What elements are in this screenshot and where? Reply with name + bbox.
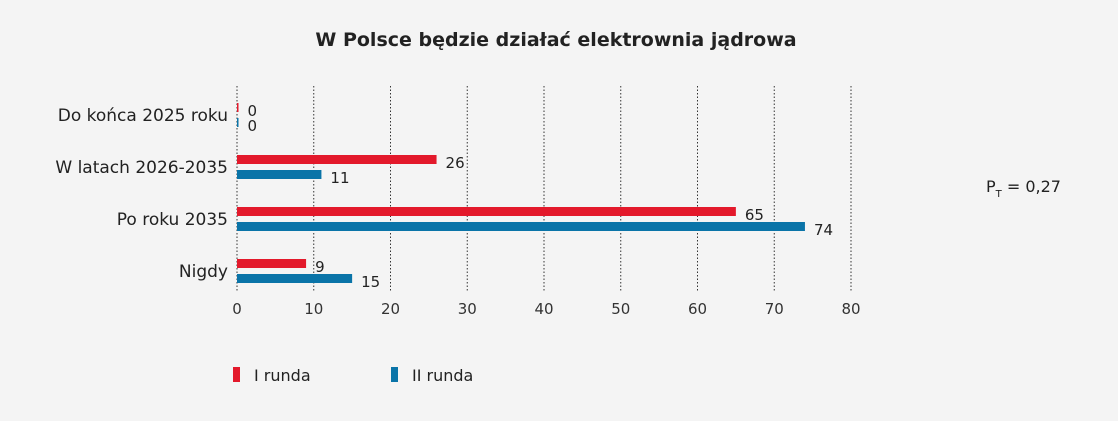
p-value-label: P	[986, 177, 996, 196]
bar-i-runda	[237, 207, 736, 216]
data-label: 65	[745, 206, 764, 224]
x-tick-label-10: 10	[304, 300, 323, 318]
legend-label-ii-runda: II runda	[412, 366, 473, 385]
category-labels: Do końca 2025 roku W latach 2026-2035 Po r…	[55, 106, 228, 282]
category-label: Do końca 2025 roku	[58, 106, 228, 126]
data-label: 0	[248, 102, 258, 120]
data-label: 26	[446, 154, 465, 172]
bars: 00 26 11 65 74 9 15	[237, 102, 833, 291]
x-tick-label-60: 60	[688, 300, 707, 318]
bar-ii-runda	[237, 170, 322, 179]
data-label: 11	[330, 169, 349, 187]
p-value-note: PT = 0,27	[986, 177, 1061, 200]
p-value-subscript: T	[995, 189, 1003, 200]
x-tick-label-20: 20	[381, 300, 400, 318]
x-tick-label-80: 80	[841, 300, 860, 318]
x-tick-label-50: 50	[611, 300, 630, 318]
data-label: 9	[315, 258, 325, 276]
bar-ii-runda	[237, 118, 239, 127]
category-label: Nigdy	[179, 262, 228, 282]
bar-i-runda	[237, 103, 239, 112]
x-tick-label-30: 30	[458, 300, 477, 318]
chart-title: W Polsce będzie działać elektrownia jądr…	[315, 29, 796, 51]
bar-ii-runda	[237, 274, 353, 283]
category-label: Po roku 2035	[117, 210, 228, 230]
x-tick-label-70: 70	[765, 300, 784, 318]
legend: I runda II runda	[233, 366, 473, 385]
x-tick-label-0: 0	[232, 300, 242, 318]
data-label: 74	[814, 221, 833, 239]
bar-i-runda	[237, 259, 307, 268]
bar-i-runda	[237, 155, 437, 164]
data-label: 0	[248, 117, 258, 135]
data-label: 15	[361, 273, 380, 291]
x-tick-label-40: 40	[534, 300, 553, 318]
category-label: W latach 2026-2035	[55, 158, 228, 178]
legend-label-i-runda: I runda	[254, 366, 311, 385]
legend-swatch-i-runda	[233, 367, 240, 382]
bar-ii-runda	[237, 222, 805, 231]
grid	[236, 86, 852, 292]
p-value-value: = 0,27	[1002, 177, 1061, 196]
legend-swatch-ii-runda	[391, 367, 398, 382]
x-axis-ticks: 0 10 20 30 40 50 60 70 80	[232, 300, 860, 318]
